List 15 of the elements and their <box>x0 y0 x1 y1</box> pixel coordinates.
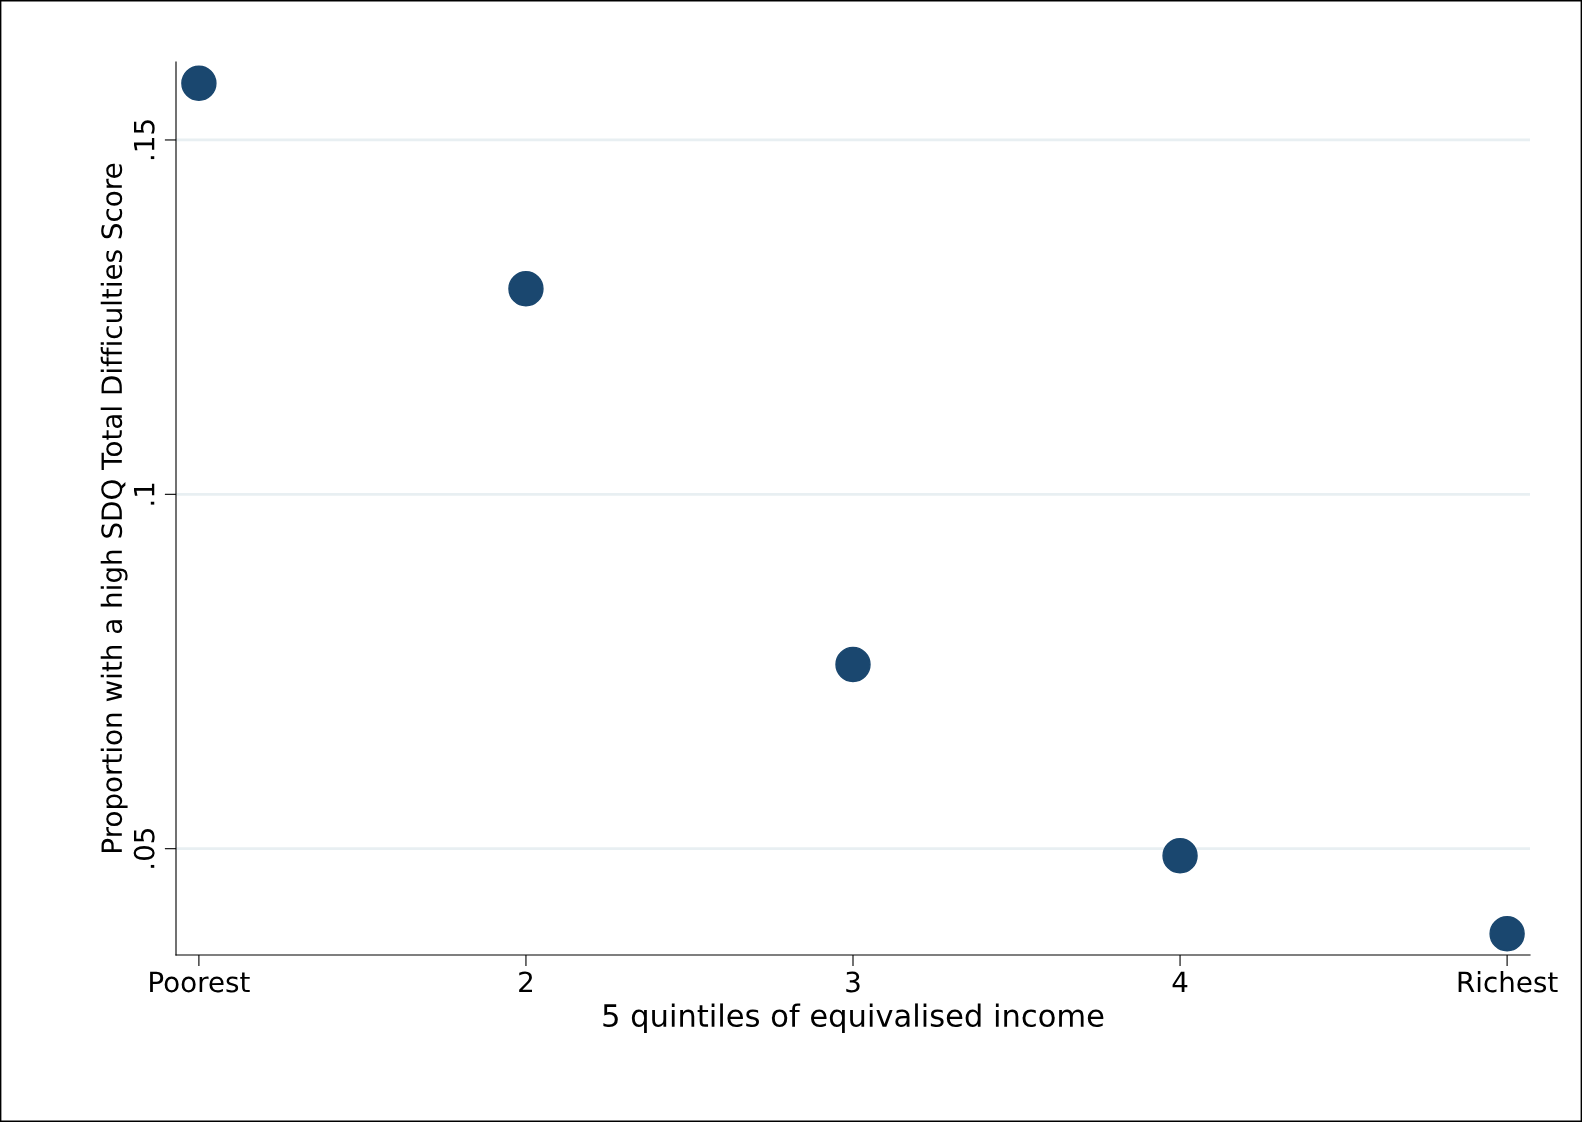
point <box>1162 838 1198 874</box>
x-tick-label: Poorest <box>150 971 250 993</box>
x-tick-label: 4 <box>1172 971 1188 993</box>
x-tick-label: 3 <box>846 971 860 993</box>
point <box>508 271 544 307</box>
x-tick-label: 2 <box>519 971 532 993</box>
y-tick-label: .05 <box>133 829 155 868</box>
x-tick-label: Richest <box>1458 970 1558 993</box>
point <box>181 65 217 101</box>
point <box>1489 916 1525 952</box>
point <box>835 646 871 683</box>
y-tick-label: .1 <box>134 483 155 505</box>
y-axis-title: Proportion with a high SDQ Total Difficulties Score <box>100 163 128 852</box>
y-tick-label: .15 <box>134 120 155 160</box>
x-axis-title: 5 quintiles of equivalised income <box>603 1003 1104 1033</box>
